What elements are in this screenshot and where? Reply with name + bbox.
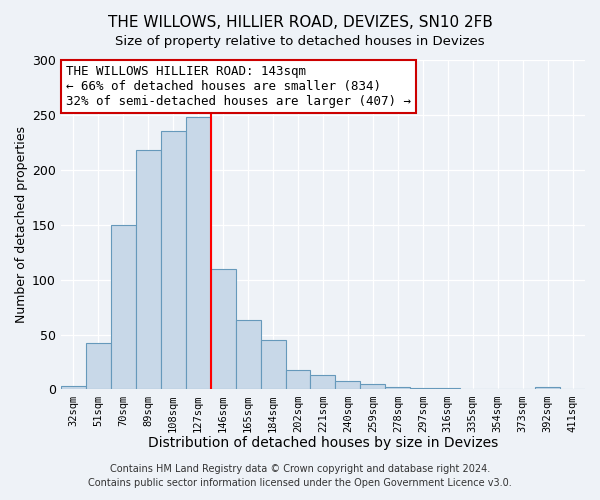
Bar [86, 344, 111, 390]
Bar [161, 132, 185, 390]
Bar [535, 388, 560, 390]
Bar [385, 388, 410, 390]
Bar [136, 150, 161, 390]
X-axis label: Distribution of detached houses by size in Devizes: Distribution of detached houses by size … [148, 436, 498, 450]
Bar [260, 340, 286, 390]
Bar [361, 384, 385, 390]
Bar [410, 388, 435, 390]
Bar [111, 224, 136, 390]
Text: Size of property relative to detached houses in Devizes: Size of property relative to detached ho… [115, 35, 485, 48]
Y-axis label: Number of detached properties: Number of detached properties [15, 126, 28, 323]
Bar [310, 375, 335, 390]
Text: Contains HM Land Registry data © Crown copyright and database right 2024.
Contai: Contains HM Land Registry data © Crown c… [88, 464, 512, 487]
Bar [61, 386, 86, 390]
Bar [211, 268, 236, 390]
Bar [435, 388, 460, 390]
Text: THE WILLOWS HILLIER ROAD: 143sqm
← 66% of detached houses are smaller (834)
32% : THE WILLOWS HILLIER ROAD: 143sqm ← 66% o… [66, 65, 411, 108]
Bar [286, 370, 310, 390]
Bar [335, 380, 361, 390]
Text: THE WILLOWS, HILLIER ROAD, DEVIZES, SN10 2FB: THE WILLOWS, HILLIER ROAD, DEVIZES, SN10… [107, 15, 493, 30]
Bar [236, 320, 260, 390]
Bar [185, 117, 211, 390]
